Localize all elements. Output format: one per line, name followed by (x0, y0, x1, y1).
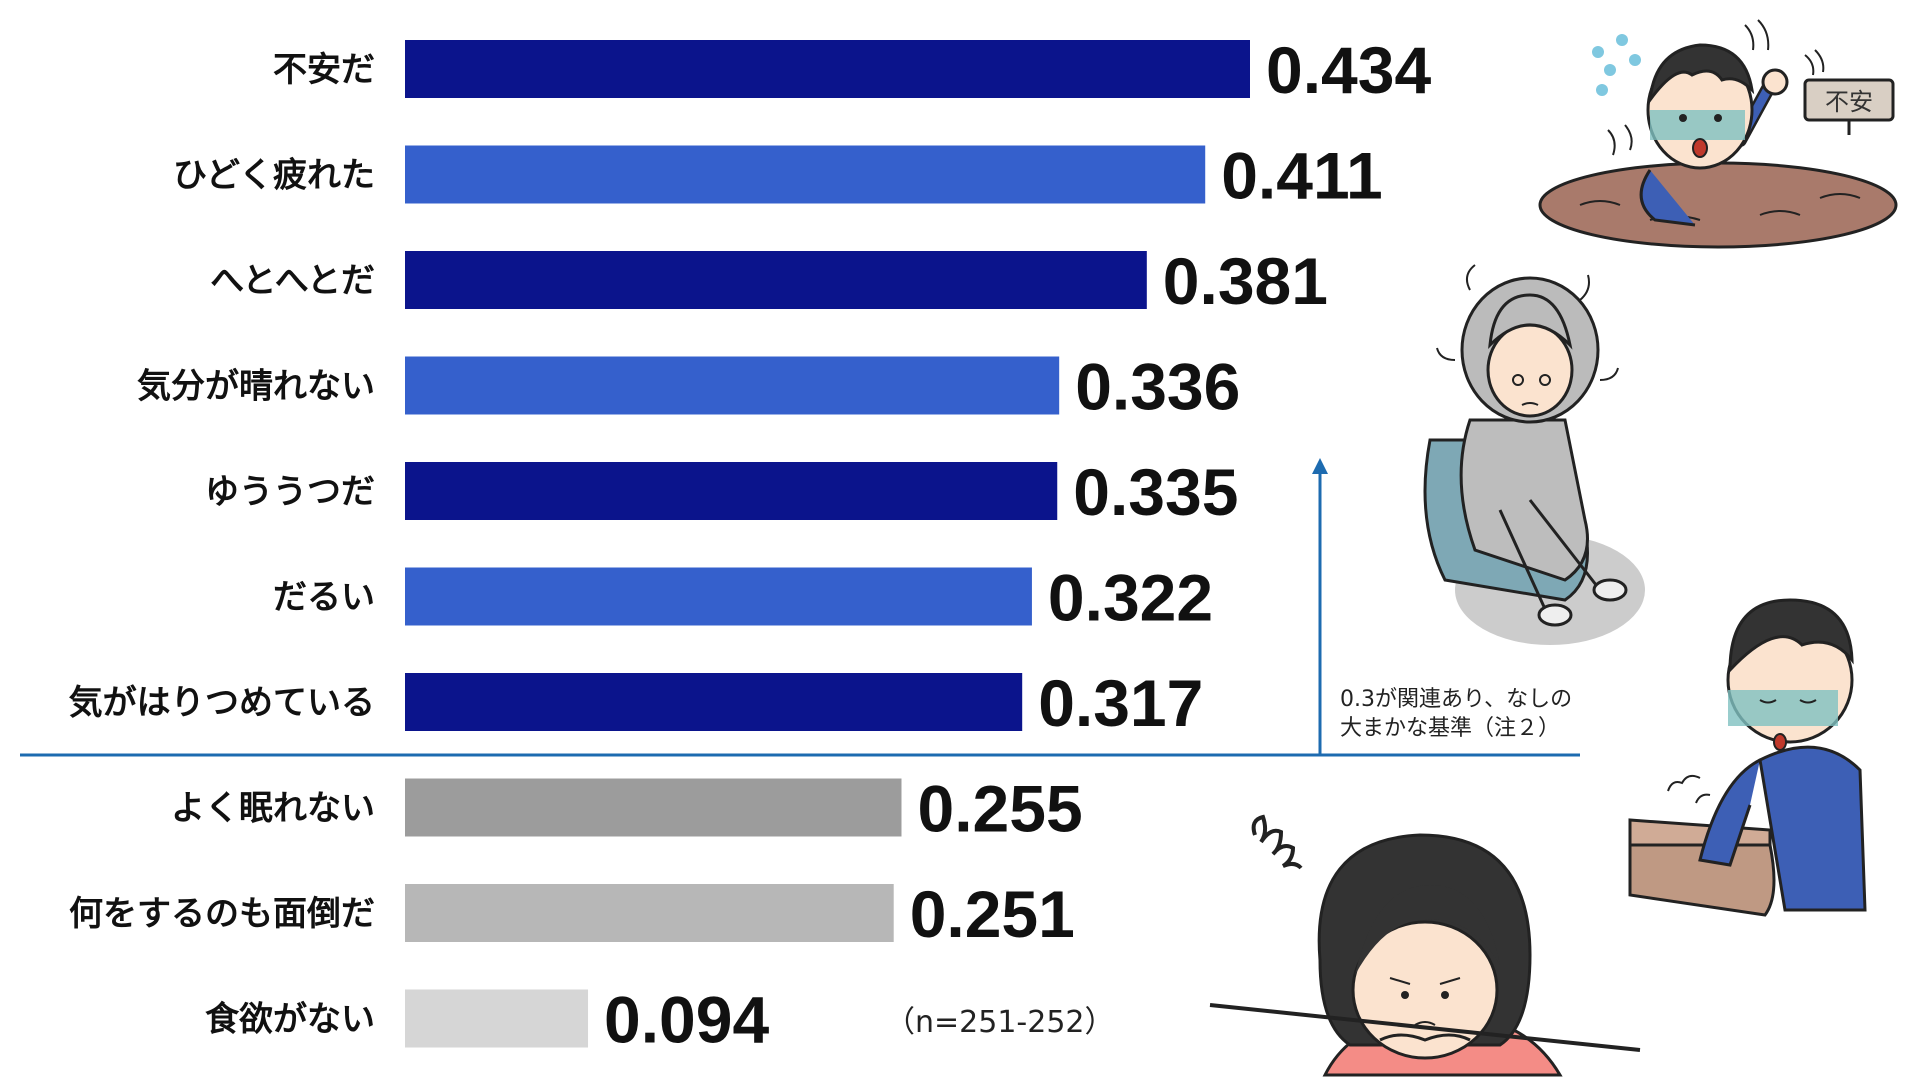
value-label-9: 0.094 (604, 983, 769, 1057)
category-label-8: 何をするのも面倒だ (69, 894, 375, 934)
depressed-woman-illustration (1423, 264, 1645, 645)
value-label-7: 0.255 (917, 772, 1082, 846)
bar-6 (405, 673, 1023, 731)
bars-layer: 不安だ 0.434 ひどく疲れた 0.411 へとへとだ 0.381 気分が晴れない 0.33… (69, 33, 1432, 1057)
category-label-6: 気がはりつめている (69, 683, 375, 723)
bar-7 (405, 778, 902, 837)
category-label-7: よく眠れない (171, 789, 375, 829)
bar-2 (405, 251, 1147, 309)
threshold-arrow (1312, 458, 1328, 755)
listless-girl-illustration (1209, 814, 1641, 1077)
value-label-0: 0.434 (1266, 33, 1431, 107)
category-label-3: 気分が晴れない (137, 367, 375, 407)
category-label-9: 食欲がない (205, 1000, 375, 1040)
category-label-2: へとへとだ (210, 261, 375, 301)
category-label-4: ゆううつだ (205, 472, 375, 512)
sample-size-note: （n=251-252） (885, 1005, 1115, 1040)
anxious-boy-illustration: 不安 (1538, 19, 1898, 249)
value-label-5: 0.322 (1048, 561, 1213, 635)
bar-4 (405, 462, 1058, 520)
bar-0 (405, 40, 1250, 98)
bar-9 (405, 989, 589, 1048)
value-label-2: 0.381 (1163, 244, 1328, 318)
value-label-8: 0.251 (910, 877, 1075, 951)
category-label-5: だるい (273, 578, 375, 618)
category-label-0: 不安だ (273, 50, 375, 90)
threshold-note-line-1: 0.3が関連あり、なしの (1340, 687, 1572, 712)
value-label-1: 0.411 (1221, 139, 1383, 213)
threshold-note-line-2: 大まかな基準（注２） (1340, 716, 1560, 741)
bar-5 (405, 567, 1032, 626)
value-label-4: 0.335 (1073, 455, 1238, 529)
category-label-1: ひどく疲れた (173, 156, 375, 196)
bar-3 (405, 356, 1060, 415)
bar-1 (405, 145, 1206, 204)
value-label-3: 0.336 (1075, 350, 1240, 424)
value-label-6: 0.317 (1038, 666, 1203, 740)
sign-text: 不安 (1825, 88, 1873, 116)
tired-boy-illustration (1628, 598, 1867, 917)
bar-8 (405, 884, 894, 942)
